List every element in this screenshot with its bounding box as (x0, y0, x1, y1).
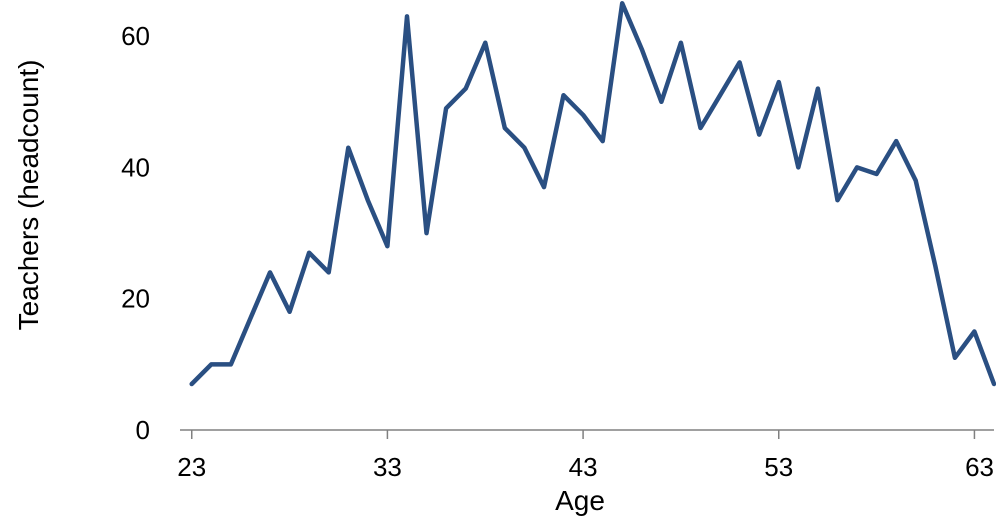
series-layer (189, 1, 996, 387)
x-tick-label: 53 (764, 452, 793, 482)
y-tick-label: 20 (121, 284, 150, 314)
y-tick-label: 0 (136, 415, 150, 445)
y-tick-label: 60 (121, 21, 150, 51)
y-axis-ticks: 0 20 40 60 (121, 21, 150, 445)
x-tick-label: 43 (569, 452, 598, 482)
y-axis-title: Teachers (headcount) (13, 60, 44, 331)
series-line (189, 1, 996, 387)
x-tick-label: 33 (373, 452, 402, 482)
x-axis-title: Age (555, 485, 605, 516)
x-tick-label: 63 (965, 452, 994, 482)
x-axis-ticks: 23 33 43 53 63 (177, 430, 994, 482)
y-tick-label: 40 (121, 152, 150, 182)
x-tick-label: 23 (177, 452, 206, 482)
